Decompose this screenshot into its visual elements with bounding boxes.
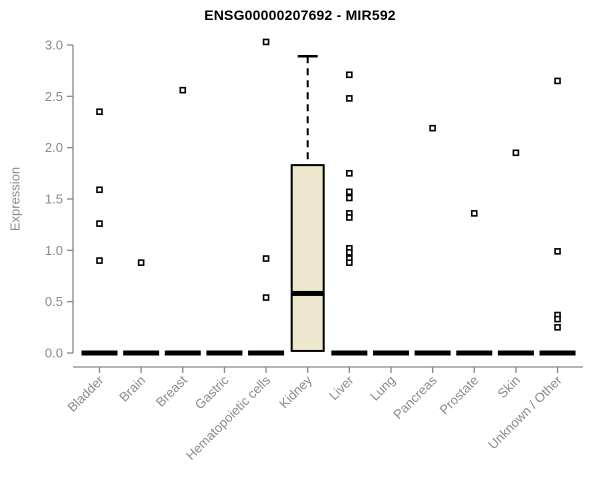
median-line — [248, 350, 285, 356]
x-tick-label: Gastric — [192, 372, 232, 412]
median-line — [81, 350, 118, 356]
data-point — [96, 220, 103, 227]
median-line — [414, 350, 451, 356]
y-tick-label: 0.0 — [45, 346, 63, 361]
chart-title: ENSG00000207692 - MIR592 — [204, 7, 396, 23]
data-point — [96, 108, 103, 116]
data-point — [346, 95, 353, 102]
data-point — [346, 194, 353, 202]
data-point — [179, 86, 187, 94]
x-tick-label: Liver — [326, 372, 357, 403]
data-point — [554, 77, 561, 85]
median-line — [456, 350, 493, 356]
median-line — [206, 350, 243, 356]
data-point — [262, 294, 270, 301]
median-line — [164, 350, 201, 356]
x-tick-label: Skin — [495, 373, 523, 401]
box — [290, 164, 325, 352]
median-line — [372, 350, 409, 356]
y-tick-label: 1.0 — [45, 243, 63, 258]
data-point — [346, 188, 353, 196]
data-point — [346, 259, 353, 266]
data-point — [346, 71, 353, 79]
data-point — [429, 124, 436, 132]
data-point — [554, 248, 561, 255]
median-line — [497, 350, 534, 356]
x-tick-label: Bladder — [64, 372, 107, 415]
data-point — [554, 324, 561, 331]
data-point — [96, 257, 103, 264]
data-point — [96, 186, 103, 194]
median-line — [331, 350, 368, 356]
x-tick-label: Kidney — [276, 372, 315, 411]
y-tick-label: 1.5 — [45, 192, 63, 207]
x-tick-label: Unknown / Other — [485, 372, 565, 452]
data-point — [262, 38, 270, 46]
x-tick-label: Lung — [367, 373, 398, 404]
median-line — [123, 350, 160, 356]
data-point — [470, 210, 478, 217]
x-tick-label: Brain — [116, 373, 148, 405]
data-point — [346, 214, 353, 221]
data-point — [554, 315, 561, 323]
y-tick-label: 3.0 — [45, 38, 63, 53]
x-tick-label: Pancreas — [390, 372, 440, 422]
data-point — [346, 249, 353, 256]
x-tick-label: Prostate — [437, 373, 482, 418]
data-point — [262, 255, 270, 262]
median-line — [291, 290, 324, 296]
median-line — [539, 350, 576, 356]
data-point — [346, 170, 353, 177]
y-tick-label: 2.5 — [45, 89, 63, 104]
x-tick-label: Breast — [153, 372, 190, 409]
data-point — [137, 259, 145, 266]
y-tick-label: 2.0 — [45, 140, 63, 155]
y-tick-label: 0.5 — [45, 294, 63, 309]
data-point — [512, 149, 520, 157]
